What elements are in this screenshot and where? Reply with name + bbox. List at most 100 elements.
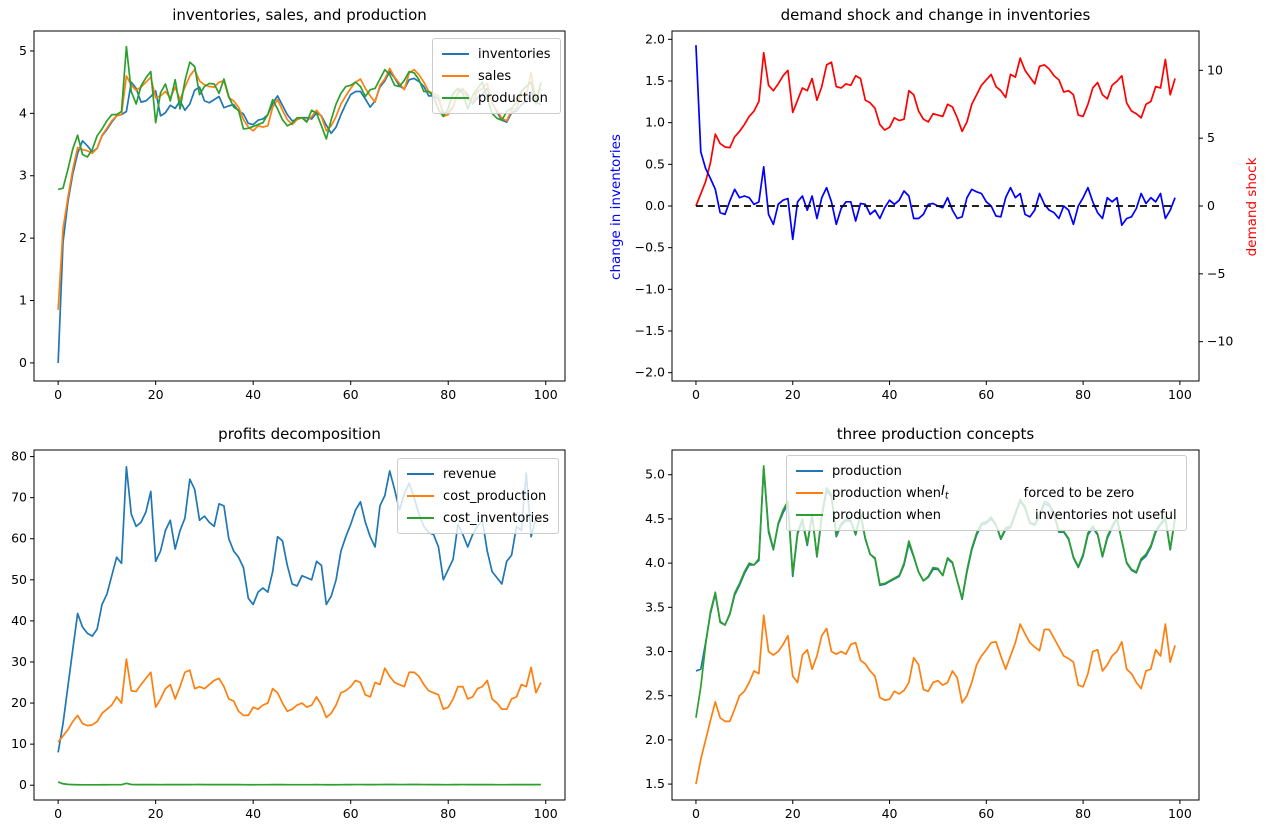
series-line-change-in-inventories: [695, 45, 1176, 241]
series-line-demand-shock: [695, 51, 1176, 207]
y-tick-label: 4.0: [645, 555, 665, 570]
y-tick-label: 5: [19, 43, 27, 58]
y-tick-label: 3.0: [645, 644, 665, 659]
y-tick-label: 0.0: [645, 198, 665, 213]
axes-frame: [33, 30, 566, 382]
legend-entry: production: [442, 89, 551, 107]
legend-swatch: [442, 74, 469, 78]
x-tick-label: 40: [245, 806, 261, 821]
x-tick-label: 40: [882, 387, 898, 402]
legend-swatch: [407, 494, 434, 498]
axes-frame: [671, 449, 1200, 801]
y-axis-label-change-in-inventories: change in inventories: [608, 134, 624, 280]
x-tick-label: 80: [1075, 387, 1091, 402]
x-tick-label: 0: [54, 387, 62, 402]
x-tick-label: 0: [692, 806, 700, 821]
y-tick-label: 0: [19, 355, 27, 370]
legend-label-math: It: [941, 484, 949, 503]
legend-entry: production: [796, 462, 1177, 480]
x-tick-label: 40: [882, 806, 898, 821]
legend-label: revenue: [443, 466, 497, 482]
legend-label: inventories: [478, 46, 551, 62]
x-tick-label: 60: [343, 387, 359, 402]
y-tick-label: 2: [19, 230, 27, 245]
y-tick-label: 30: [11, 654, 27, 669]
series-line-cost-inventories: [57, 781, 541, 786]
right-y-tick-label: −10: [1207, 334, 1233, 349]
legend-label: production: [832, 463, 902, 479]
legend-label-spacer: [941, 515, 1035, 516]
x-tick-label: 20: [148, 387, 164, 402]
y-tick-label: 1.5: [645, 73, 665, 88]
y-tick-label: 20: [11, 695, 27, 710]
legend-swatch: [796, 491, 823, 495]
series-line-inventories: [57, 70, 542, 363]
chart-title: inventories, sales, and production: [172, 6, 427, 24]
y-tick-label: 70: [11, 490, 27, 505]
x-tick-label: 100: [534, 387, 558, 402]
y-tick-label: 40: [11, 613, 27, 628]
plot-canvas-demand-shock: 0 20 40 60 80 100−2.0−1.5−1.0−0.50.00.51.01.5…: [635, 30, 1233, 402]
y-tick-label: 1: [19, 293, 27, 308]
legend-label: forced to be zero: [1023, 485, 1135, 501]
right-y-tick-label: 5: [1207, 130, 1215, 145]
y-tick-label: −0.5: [635, 240, 665, 255]
y-tick-label: 1.5: [645, 776, 665, 791]
y-tick-label: −1.5: [635, 323, 665, 338]
chart-title: three production concepts: [836, 425, 1035, 443]
y-tick-label: 4: [19, 105, 27, 120]
legend-swatch: [796, 469, 823, 473]
subplot-profits-decomposition: 0 20 40 60 80 100 0 10 20 30 40 50 60 70 80 profits de…: [0, 417, 634, 834]
x-tick-label: 100: [1168, 806, 1192, 821]
legend: production production when It forced to be…: [786, 455, 1187, 531]
series-line-production-when-i-t-forced-to-be-zero: [695, 614, 1176, 785]
subplot-inventories-sales-production: 0 20 40 60 80 100 0 1 2 3 4 5 inventories, sales, a…: [0, 0, 634, 417]
legend-swatch: [442, 96, 469, 100]
legend-label: production when: [832, 485, 942, 501]
legend-entry: production when inventories not useful: [796, 506, 1177, 524]
legend-entry: revenue: [407, 465, 549, 483]
legend-swatch: [796, 513, 823, 517]
chart-title: profits decomposition: [218, 425, 381, 443]
y-tick-label: 2.0: [645, 732, 665, 747]
subplot-demand-shock-change-in-inventories: 0 20 40 60 80 100 −2.0 −1.5 −1.0 −0.5 0.0 0.5 1.0 1.5…: [634, 0, 1268, 417]
legend-entry: cost_inventories: [407, 509, 549, 527]
x-tick-label: 60: [343, 806, 359, 821]
x-tick-label: 20: [148, 806, 164, 821]
axes-frame: [33, 449, 566, 801]
y-tick-label: 1.0: [645, 115, 665, 130]
right-y-tick-label: −5: [1207, 266, 1225, 281]
subplot-three-production-concepts: 0 20 40 60 80 100 1.5 2.0 2.5 3.0 3.5 4.0 4.5 5.0 thr…: [634, 417, 1268, 834]
x-tick-label: 100: [1168, 387, 1192, 402]
right-y-tick-label: 0: [1207, 198, 1215, 213]
x-tick-label: 80: [1075, 806, 1091, 821]
y-tick-label: 3: [19, 168, 27, 183]
y-tick-label: 3.5: [645, 599, 665, 614]
legend-label: cost_inventories: [443, 510, 550, 526]
legend-entry: cost_production: [407, 487, 549, 505]
legend-label: sales: [478, 68, 512, 84]
x-tick-label: 20: [785, 387, 801, 402]
legend-entry: sales: [442, 67, 551, 85]
x-tick-label: 0: [692, 387, 700, 402]
x-tick-label: 100: [534, 806, 558, 821]
x-tick-label: 60: [978, 387, 994, 402]
legend-label: cost_production: [443, 488, 547, 504]
legend-label-spacer: [949, 493, 1024, 494]
legend: revenue cost_production cost_inventories: [397, 458, 560, 534]
right-y-tick-label: 10: [1207, 62, 1223, 77]
legend-label: production when: [832, 507, 942, 523]
legend-label: production: [478, 90, 548, 106]
legend-swatch: [407, 516, 434, 520]
y-tick-label: 10: [11, 736, 27, 751]
x-tick-label: 0: [54, 806, 62, 821]
x-tick-label: 20: [785, 806, 801, 821]
y-tick-label: 0.5: [645, 156, 665, 171]
legend-label: inventories not useful: [1035, 507, 1177, 523]
chart-title: demand shock and change in inventories: [780, 6, 1091, 24]
y-tick-label: 80: [11, 449, 27, 464]
x-tick-label: 40: [245, 387, 261, 402]
legend-swatch: [407, 472, 434, 476]
y-axis-label-demand-shock: demand shock: [1244, 157, 1260, 257]
